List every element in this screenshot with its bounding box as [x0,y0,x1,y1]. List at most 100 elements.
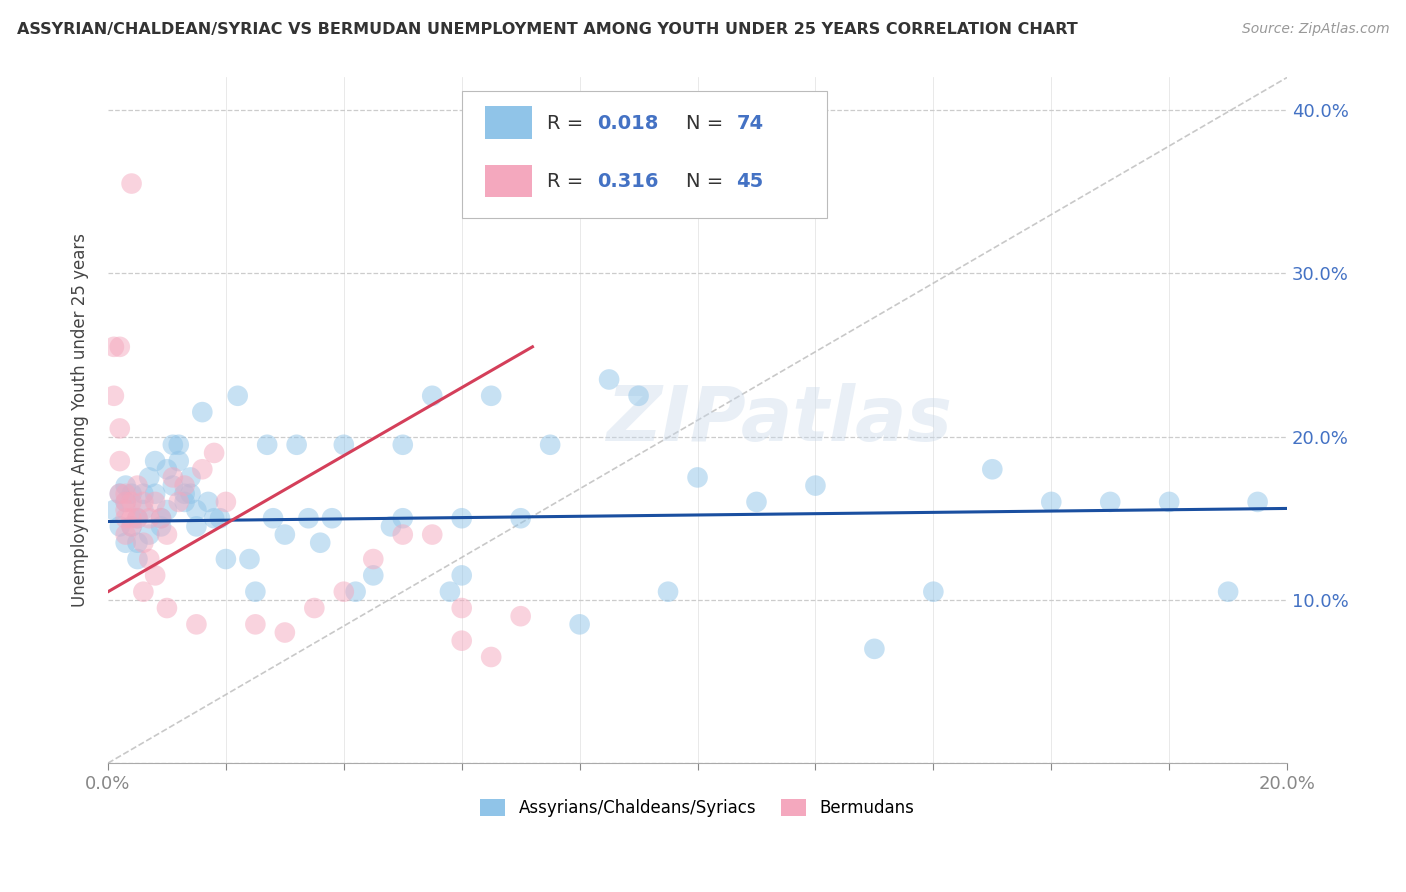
Point [509,511,531,525]
Point [114,478,136,492]
Point [202,511,225,525]
Point [215,552,238,566]
Point [202,446,225,460]
Point [108,487,131,501]
Point [285,438,308,452]
Point [103,503,125,517]
Text: 74: 74 [737,114,763,133]
Point [114,527,136,541]
Point [114,495,136,509]
Point [132,503,155,517]
Point [162,478,184,492]
Point [479,650,502,665]
Point [156,601,179,615]
Point [309,535,332,549]
Point [245,617,267,632]
Point [156,527,179,541]
Point [121,487,143,501]
Point [420,389,443,403]
Point [479,389,502,403]
Point [686,470,709,484]
Point [304,601,326,615]
Point [657,584,679,599]
Point [361,552,384,566]
Point [127,552,149,566]
Point [132,584,155,599]
Point [162,470,184,484]
Point [361,568,384,582]
Point [150,519,173,533]
Point [1040,495,1063,509]
Text: N =: N = [686,172,730,191]
Point [167,495,190,509]
Text: 0.316: 0.316 [598,172,659,191]
Point [103,389,125,403]
Point [127,478,149,492]
Point [114,511,136,525]
Legend: Assyrians/Chaldeans/Syriacs, Bermudans: Assyrians/Chaldeans/Syriacs, Bermudans [474,792,921,823]
Point [391,527,413,541]
Text: ASSYRIAN/CHALDEAN/SYRIAC VS BERMUDAN UNEMPLOYMENT AMONG YOUTH UNDER 25 YEARS COR: ASSYRIAN/CHALDEAN/SYRIAC VS BERMUDAN UNE… [17,22,1077,37]
Point [863,641,886,656]
Point [450,601,472,615]
Point [186,519,208,533]
Point [138,511,160,525]
Point [138,470,160,484]
Point [114,535,136,549]
Point [450,633,472,648]
Point [121,177,143,191]
Point [238,552,260,566]
Point [173,478,195,492]
Point [127,511,149,525]
Point [127,535,149,549]
Point [121,495,143,509]
Point [509,609,531,624]
Point [108,519,131,533]
Point [121,519,143,533]
Text: ZIPatlas: ZIPatlas [607,384,953,458]
Text: 0.018: 0.018 [598,114,658,133]
Point [1159,495,1181,509]
Point [245,584,267,599]
Point [173,495,195,509]
Point [208,511,231,525]
Point [197,495,219,509]
Point [186,503,208,517]
Point [150,511,173,525]
Point [132,495,155,509]
Point [143,454,166,468]
Point [922,584,945,599]
Point [1246,495,1268,509]
Point [215,495,238,509]
Point [150,511,173,525]
Point [108,454,131,468]
Point [804,478,827,492]
Point [143,487,166,501]
Text: Source: ZipAtlas.com: Source: ZipAtlas.com [1241,22,1389,37]
Point [156,462,179,476]
Point [114,503,136,517]
Point [981,462,1004,476]
Point [114,495,136,509]
Text: R =: R = [547,114,589,133]
Point [1099,495,1122,509]
FancyBboxPatch shape [461,91,827,218]
Point [439,584,461,599]
Point [226,389,249,403]
Point [162,438,184,452]
Point [391,511,413,525]
Text: N =: N = [686,114,730,133]
Text: R =: R = [547,172,589,191]
Point [108,340,131,354]
Point [333,584,356,599]
Point [143,568,166,582]
Point [132,487,155,501]
Point [333,438,356,452]
Point [627,389,650,403]
Point [180,470,202,484]
Point [420,527,443,541]
Bar [485,106,533,139]
Point [745,495,768,509]
Point [180,487,202,501]
Point [274,625,297,640]
